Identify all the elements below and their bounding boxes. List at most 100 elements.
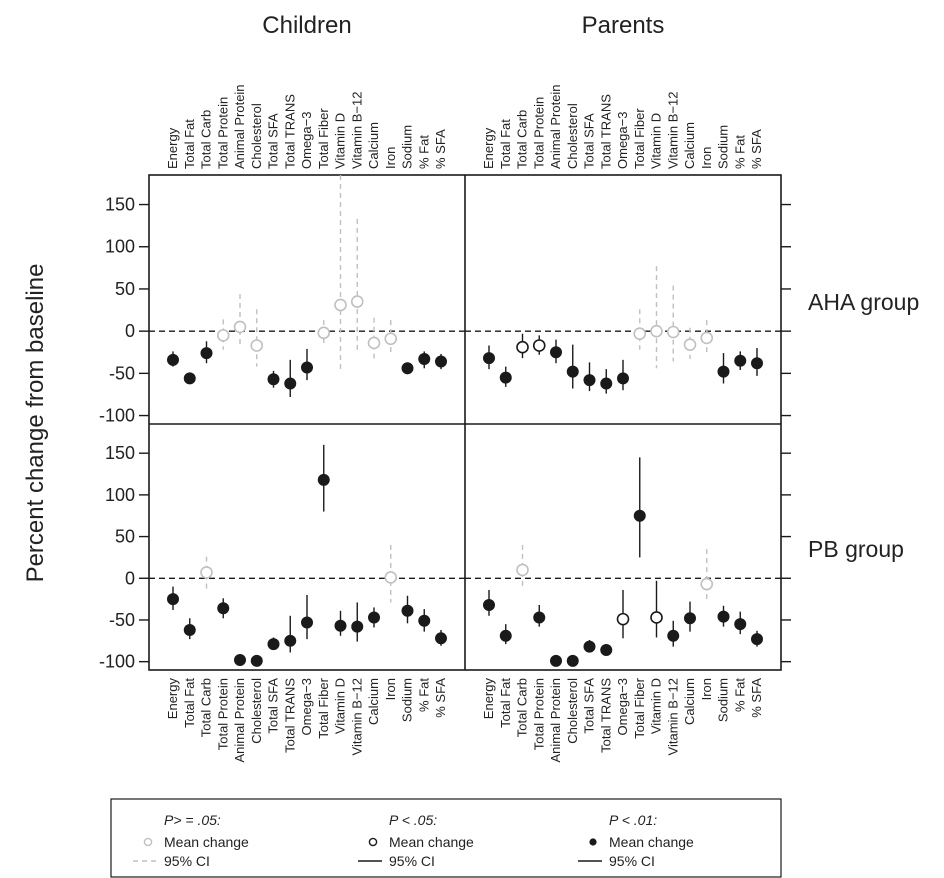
legend-box — [110, 798, 782, 878]
column-title-children: Children — [262, 12, 351, 39]
mean-point — [499, 629, 512, 642]
category-label-top: Total TRANS — [598, 94, 613, 169]
mean-point — [600, 377, 613, 390]
mean-point — [183, 372, 196, 385]
category-label-bottom: Total Fat — [498, 678, 513, 728]
legend-marker-label: Mean change — [389, 834, 474, 850]
mean-point — [384, 332, 398, 346]
y-tick-label: -50 — [109, 610, 135, 630]
legend-heading: P < .05: — [389, 812, 437, 828]
category-label-top: Animal Protein — [232, 84, 247, 169]
mean-point — [717, 610, 730, 623]
category-label-top: Total Carb — [515, 110, 530, 169]
mean-point — [583, 640, 596, 653]
category-label-top: % SFA — [749, 129, 764, 169]
category-label-top: Total Protein — [215, 97, 230, 169]
y-tick-label: 100 — [105, 485, 135, 505]
legend-ci-label: 95% CI — [164, 853, 210, 869]
mean-point — [200, 566, 213, 579]
category-label-top: % SFA — [433, 129, 448, 169]
mean-point — [167, 593, 179, 606]
mean-point — [267, 373, 280, 386]
category-label-bottom: Calcium — [682, 678, 697, 725]
row-title-aha: AHA group — [808, 289, 919, 315]
category-label-bottom: Iron — [383, 678, 398, 700]
mean-point — [734, 354, 747, 367]
category-label-top: Sodium — [716, 125, 731, 169]
category-label-bottom: Total Carb — [515, 678, 530, 737]
category-label-bottom: Total Protein — [215, 678, 230, 750]
mean-point — [532, 339, 546, 352]
category-label-top: Vitamin D — [333, 113, 348, 169]
mean-point — [217, 602, 230, 615]
category-label-top: Calcium — [682, 122, 697, 169]
mean-point — [334, 298, 347, 312]
category-label-bottom: % Fat — [416, 678, 431, 712]
category-label-top: Animal Protein — [548, 84, 563, 169]
mean-point — [650, 611, 663, 624]
category-label-bottom: Animal Protein — [548, 678, 563, 763]
category-label-top: Vitamin B−12 — [349, 92, 364, 169]
category-label-bottom: Total TRANS — [598, 678, 613, 753]
mean-point — [351, 620, 364, 633]
mean-point — [499, 371, 512, 384]
row-title-pb: PB group — [808, 536, 904, 562]
category-label-top: Total SFA — [582, 113, 597, 169]
mean-points — [167, 295, 763, 667]
mean-point — [483, 598, 495, 611]
mean-point — [700, 331, 714, 345]
mean-point — [617, 372, 629, 385]
category-label-top: Total Protein — [531, 97, 546, 169]
category-label-bottom: % SFA — [749, 678, 764, 718]
category-label-bottom: Vitamin B−12 — [665, 678, 680, 755]
y-tick-label: 0 — [125, 321, 135, 341]
category-label-top: Total Fiber — [632, 108, 647, 169]
mean-point — [317, 326, 331, 340]
category-label-top: Omega−3 — [299, 112, 314, 169]
category-label-bottom: Vitamin D — [649, 678, 664, 734]
mean-point — [667, 629, 680, 642]
mean-point — [183, 623, 196, 636]
mean-point — [317, 473, 330, 486]
category-label-bottom: Omega−3 — [615, 678, 630, 735]
category-label-bottom: Total TRANS — [282, 678, 297, 753]
mean-point — [583, 374, 596, 387]
mean-point — [284, 634, 297, 647]
legend-ci-label: 95% CI — [389, 853, 435, 869]
category-label-top: Total Fat — [498, 119, 513, 169]
mean-point — [633, 509, 646, 522]
y-tick-label: 50 — [115, 527, 135, 547]
mean-point — [600, 643, 613, 656]
mean-point — [350, 295, 364, 308]
category-label-bottom: Total Fiber — [632, 677, 647, 738]
reference-lines — [149, 330, 781, 579]
category-label-top: Omega−3 — [615, 112, 630, 169]
y-tick-label: 100 — [105, 237, 135, 257]
category-label-bottom: Total Fat — [182, 678, 197, 728]
category-label-bottom: Omega−3 — [299, 678, 314, 735]
mean-point — [751, 357, 763, 370]
legend-marker — [589, 838, 597, 846]
mean-point — [267, 638, 280, 651]
category-label-bottom: Total Carb — [199, 678, 214, 737]
column-title-parents: Parents — [582, 12, 665, 39]
mean-point — [734, 618, 747, 631]
category-label-bottom: Sodium — [716, 678, 731, 722]
category-label-bottom: Total SFA — [266, 678, 281, 734]
mean-point — [516, 563, 529, 577]
category-label-top: % Fat — [416, 135, 431, 169]
mean-point — [533, 611, 546, 624]
category-label-top: Iron — [383, 147, 398, 169]
mean-point — [435, 632, 447, 645]
mean-point — [384, 571, 398, 584]
category-label-top: Vitamin B−12 — [665, 92, 680, 169]
legend-heading: P < .01: — [609, 812, 657, 828]
mean-point — [650, 324, 663, 338]
category-label-bottom: Vitamin D — [333, 678, 348, 734]
category-label-top: Total Carb — [199, 110, 214, 169]
category-label-top: Total Fiber — [316, 108, 331, 169]
category-label-top: Energy — [481, 127, 496, 169]
category-label-bottom: Animal Protein — [232, 678, 247, 763]
